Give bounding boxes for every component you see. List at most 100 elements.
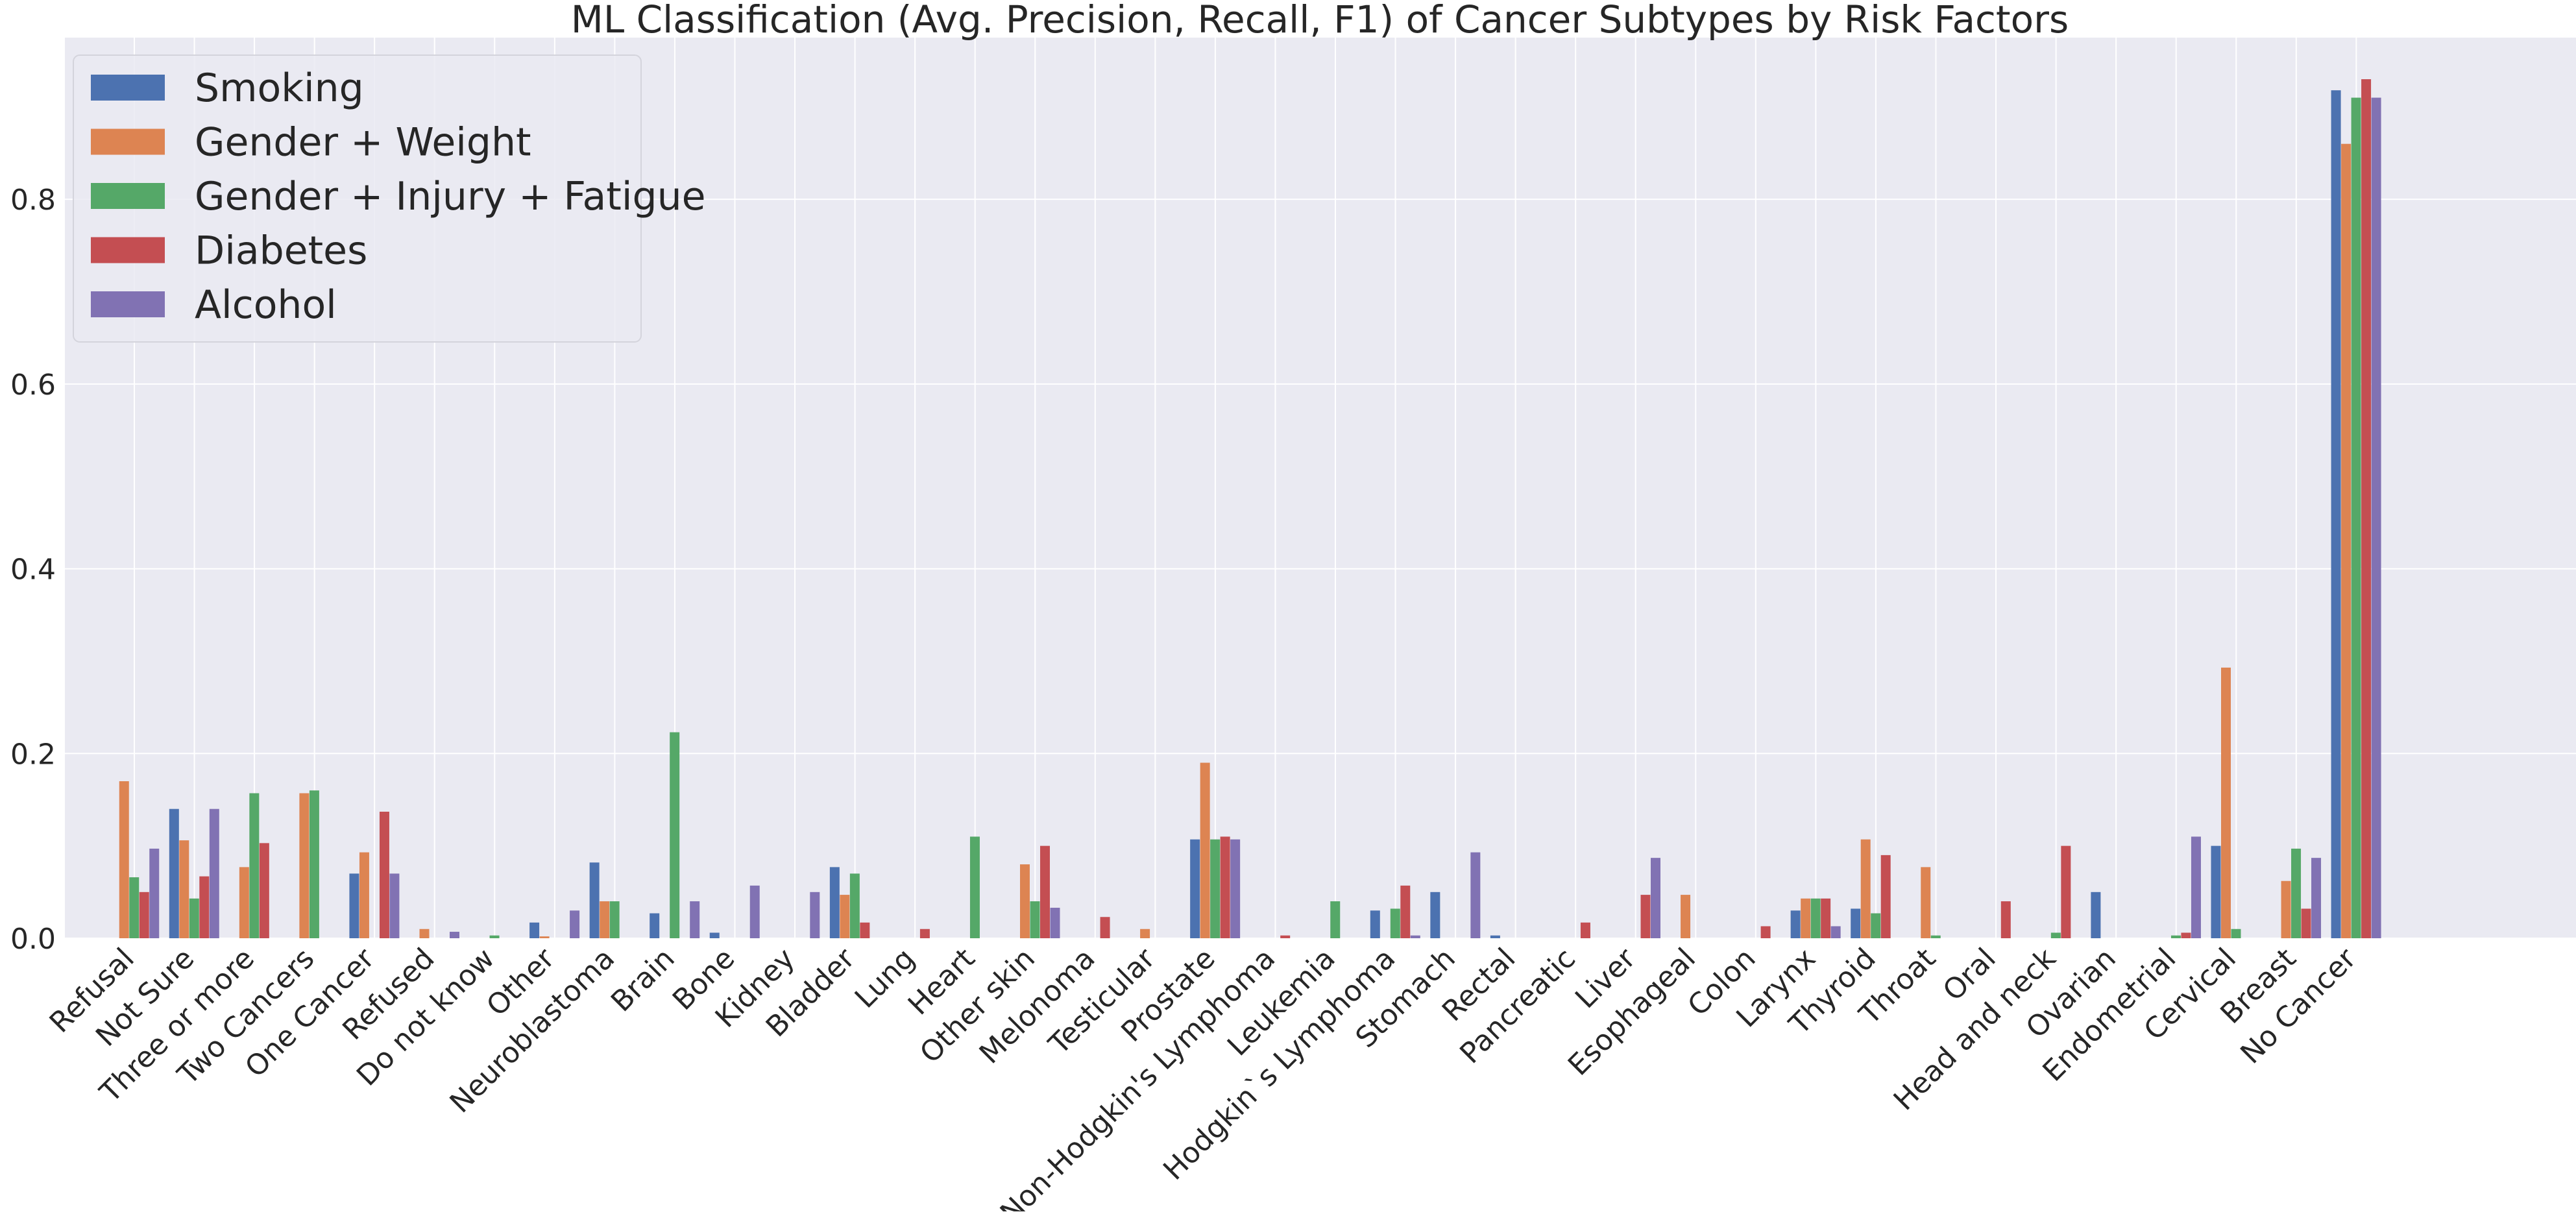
bar — [919, 929, 930, 938]
bar — [2211, 845, 2221, 938]
bar — [609, 901, 620, 938]
bar — [379, 811, 389, 938]
bar — [199, 876, 210, 938]
bar — [2000, 901, 2011, 938]
y-tick-label: 0.4 — [10, 553, 56, 587]
bar — [2341, 143, 2351, 939]
bar — [1640, 895, 1651, 938]
bar — [2361, 79, 2372, 939]
legend-swatch — [91, 128, 165, 155]
y-tick-label: 0.6 — [10, 369, 56, 402]
bar — [149, 848, 160, 938]
bar — [1190, 839, 1200, 938]
bar — [2091, 892, 2101, 938]
bar — [849, 873, 860, 938]
bar — [139, 892, 149, 938]
bar — [1410, 935, 1420, 938]
bar — [529, 922, 540, 938]
bar — [2050, 932, 2061, 938]
bar — [1860, 839, 1871, 938]
bar — [1370, 910, 1380, 938]
bar — [239, 867, 249, 938]
bar — [1871, 913, 1881, 938]
bar — [129, 877, 140, 938]
bar — [359, 852, 369, 938]
bar — [690, 901, 700, 938]
y-tick-label: 0.2 — [10, 738, 56, 771]
bar — [489, 935, 500, 938]
bar — [2231, 929, 2241, 938]
bar — [1830, 926, 1841, 938]
bar — [2181, 932, 2191, 938]
bar — [1490, 935, 1500, 938]
bar — [1651, 858, 1660, 938]
bar — [1220, 836, 1230, 938]
legend-label: Smoking — [195, 66, 364, 111]
bar — [450, 932, 459, 938]
bar — [709, 932, 720, 938]
bar — [1790, 910, 1801, 938]
bar — [189, 898, 199, 938]
bar — [539, 936, 550, 938]
legend: Smoking Gender + Weight Gender + Injury + … — [73, 55, 706, 343]
bar — [169, 808, 179, 938]
bar — [389, 873, 400, 938]
bar — [1801, 898, 1811, 938]
y-axis-ticks: 0.0 0.2 0.4 0.6 0.8 — [10, 184, 56, 956]
bar — [1681, 895, 1691, 938]
bar — [650, 913, 660, 938]
bar — [2301, 908, 2311, 938]
bar — [2221, 667, 2231, 938]
bar — [1230, 839, 1241, 938]
bar — [299, 793, 310, 938]
bar — [1580, 922, 1590, 938]
bar — [1470, 852, 1481, 938]
bar — [1330, 901, 1341, 938]
bar — [1030, 901, 1040, 938]
bar — [2191, 836, 2201, 938]
legend-box — [73, 55, 642, 343]
x-tick-label: Brain — [605, 942, 681, 1019]
bar — [1140, 929, 1150, 938]
bar — [249, 793, 260, 938]
bar — [2061, 845, 2071, 938]
bar — [1760, 926, 1771, 938]
bar — [1050, 908, 1060, 938]
chart-title: ML Classification (Avg. Precision, Recal… — [571, 0, 2069, 42]
legend-swatch — [91, 75, 165, 101]
bar — [419, 929, 430, 938]
bar — [1430, 892, 1440, 938]
y-tick-label: 0.0 — [10, 923, 56, 956]
bar — [1921, 867, 1931, 938]
bar — [1040, 845, 1050, 938]
bar — [1100, 917, 1110, 938]
bar — [840, 895, 850, 938]
bar — [209, 808, 219, 938]
bar — [1020, 864, 1030, 938]
bar — [2281, 880, 2291, 938]
legend-swatch — [91, 183, 165, 209]
legend-label: Gender + Weight — [195, 120, 531, 165]
bar — [2311, 858, 2322, 938]
bar — [1280, 935, 1291, 938]
bar — [570, 910, 580, 938]
bar — [1210, 839, 1221, 938]
bar — [1810, 898, 1821, 938]
legend-swatch — [91, 237, 165, 263]
legend-label: Alcohol — [195, 282, 337, 328]
bar — [1200, 762, 1210, 938]
bar — [1390, 908, 1400, 938]
bar — [1880, 855, 1891, 938]
bar — [179, 840, 189, 938]
bar — [349, 873, 359, 938]
bar — [2170, 935, 2181, 938]
legend-label: Gender + Injury + Fatigue — [195, 174, 706, 219]
legend-swatch — [91, 291, 165, 317]
bar — [2351, 97, 2361, 939]
bar — [1400, 885, 1411, 938]
y-tick-label: 0.8 — [10, 184, 56, 217]
bar — [309, 790, 319, 938]
